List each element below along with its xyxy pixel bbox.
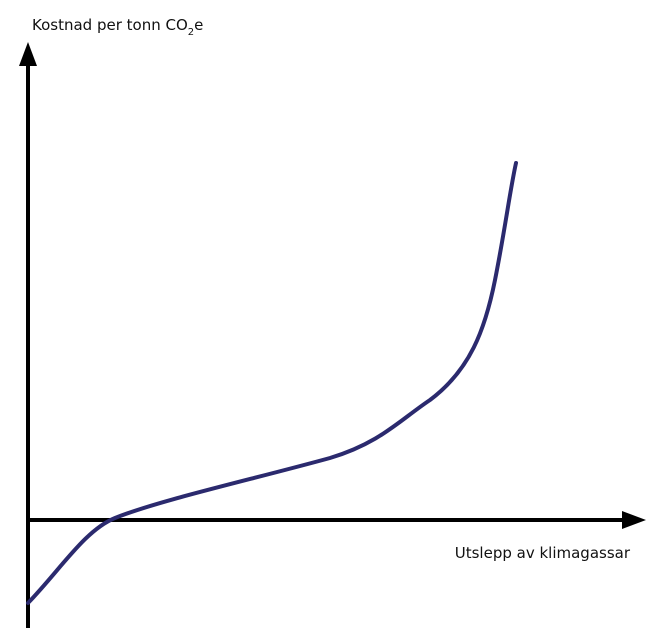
- y-axis-label: Kostnad per tonn CO2e: [32, 16, 203, 38]
- x-axis-arrow: [622, 511, 646, 529]
- y-axis-label-subscript: 2: [188, 27, 194, 38]
- x-axis-label: Utslepp av klimagassar: [455, 544, 631, 562]
- y-axis-label-suffix: e: [194, 16, 203, 34]
- cost-curve: [26, 161, 518, 605]
- y-axis-label-text: Kostnad per tonn CO: [32, 16, 188, 34]
- y-axis-arrow: [19, 42, 37, 66]
